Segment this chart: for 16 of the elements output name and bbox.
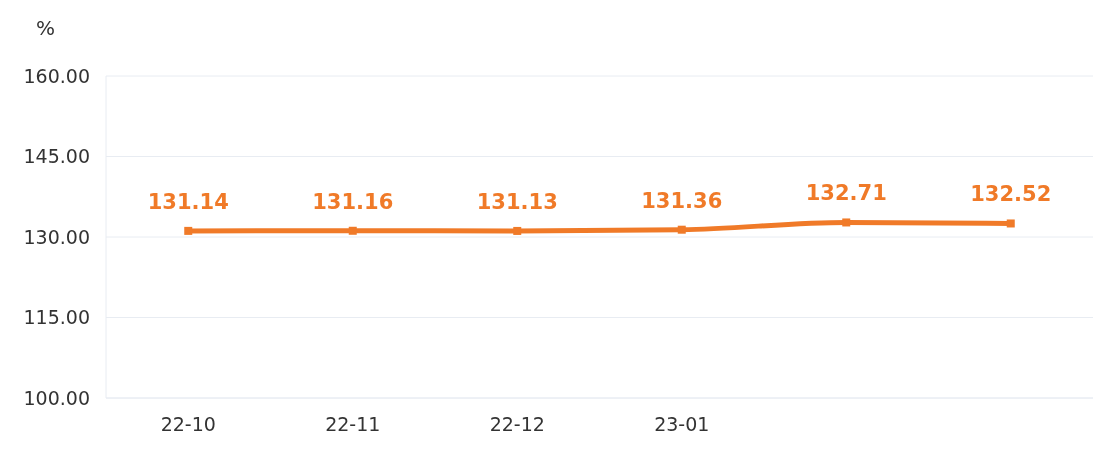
x-tick-label: 22-11 <box>325 413 381 436</box>
x-tick-label: 22-10 <box>160 413 216 436</box>
y-tick-label: 145.00 <box>23 145 90 168</box>
y-tick-label: 130.00 <box>23 225 90 248</box>
data-label: 132.71 <box>805 181 887 206</box>
y-tick-label: 115.00 <box>23 306 90 329</box>
data-label: 131.36 <box>641 188 723 213</box>
x-tick-label: 22-12 <box>489 413 545 436</box>
data-label: 131.13 <box>476 189 558 214</box>
y-axis-title: % <box>36 16 56 40</box>
data-label: 131.14 <box>147 189 229 214</box>
data-label: 131.16 <box>312 189 394 214</box>
data-label: 132.52 <box>970 182 1052 207</box>
x-tick-label: 23-01 <box>654 413 710 436</box>
y-tick-label: 100.00 <box>23 386 90 409</box>
y-tick-label: 160.00 <box>23 64 90 87</box>
